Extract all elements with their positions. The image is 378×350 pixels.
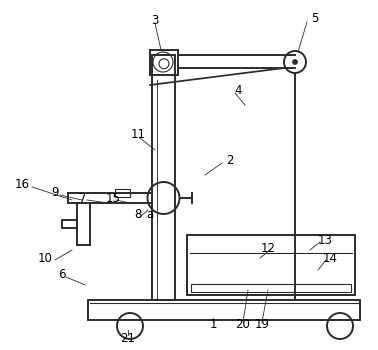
Text: 16: 16: [14, 178, 29, 191]
Text: 11: 11: [130, 128, 146, 141]
Text: 19: 19: [254, 318, 270, 331]
Text: 21: 21: [121, 331, 135, 344]
Bar: [187, 235, 355, 295]
Text: 6: 6: [58, 268, 66, 281]
Text: 15: 15: [105, 191, 121, 204]
Bar: [191, 284, 351, 292]
Text: 14: 14: [322, 252, 338, 265]
Bar: [150, 50, 178, 75]
Bar: [152, 55, 175, 300]
Circle shape: [293, 60, 297, 64]
Text: a: a: [146, 209, 153, 222]
Text: 20: 20: [235, 318, 251, 331]
Text: 4: 4: [234, 84, 242, 97]
Text: 3: 3: [151, 14, 159, 27]
Text: 2: 2: [226, 154, 234, 167]
Bar: [115, 189, 130, 197]
Text: 9: 9: [51, 187, 59, 199]
Text: 10: 10: [37, 252, 53, 265]
Text: 12: 12: [260, 241, 276, 254]
Text: 1: 1: [209, 318, 217, 331]
Bar: [88, 300, 360, 320]
Text: 5: 5: [311, 12, 319, 24]
Text: 8: 8: [134, 209, 142, 222]
Text: 13: 13: [318, 233, 332, 246]
Text: 7: 7: [79, 191, 87, 204]
